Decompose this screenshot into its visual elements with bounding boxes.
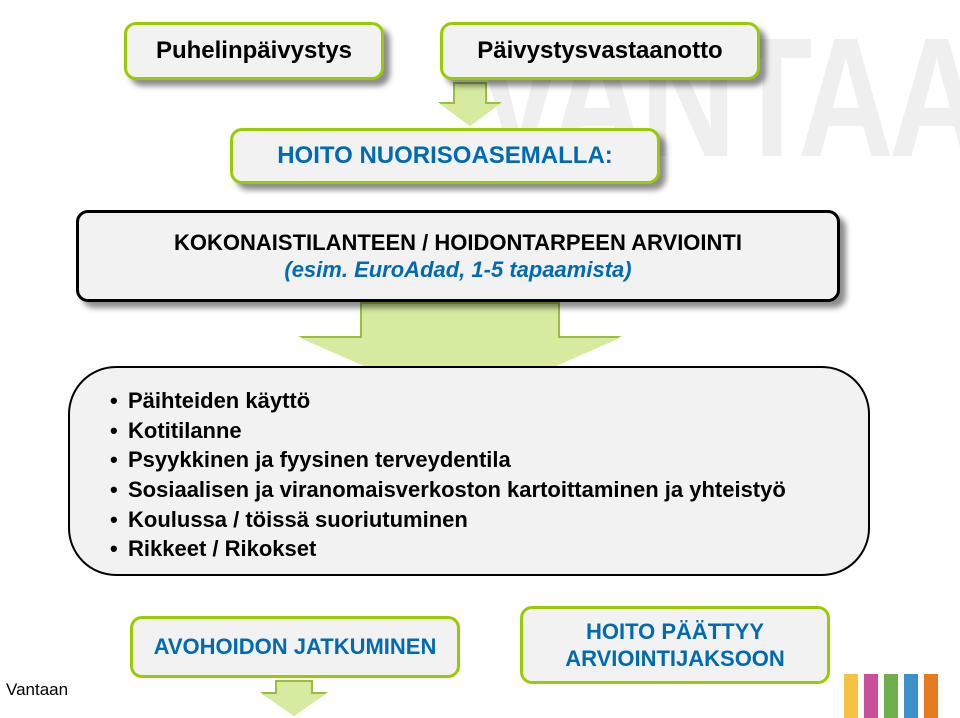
decorative-stripes	[844, 674, 938, 718]
box-hoito-nuorisoasemalla: HOITO NUORISOASEMALLA:	[230, 128, 660, 184]
bullet-item: Kotitilanne	[110, 416, 834, 446]
bullet-item: Sosiaalisen ja viranomaisverkoston karto…	[110, 475, 834, 505]
box-paivystysvastaanotto: Päivystysvastaanotto	[440, 22, 760, 80]
footer-text: Vantaan	[6, 680, 68, 700]
hoito-paattyy-line2: ARVIOINTIJAKSOON	[565, 645, 785, 673]
box-hoito-paattyy: HOITO PÄÄTTYY ARVIOINTIJAKSOON	[520, 606, 830, 684]
arrow-bottom-left	[262, 680, 326, 716]
arrow-top-to-mid	[440, 82, 500, 126]
slide-root: VANTAA Puhelinpäivystys Päivystysvastaan…	[0, 0, 960, 718]
box-assessment: KOKONAISTILANTEEN / HOIDONTARPEEN ARVIOI…	[76, 210, 840, 302]
box-hoito-paattyy-content: HOITO PÄÄTTYY ARVIOINTIJAKSOON	[551, 612, 799, 679]
bullet-item: Päihteiden käyttö	[110, 386, 834, 416]
box-avohoidon-jatkuminen: AVOHOIDON JATKUMINEN	[130, 616, 460, 678]
box-puhelinpaivystys: Puhelinpäivystys	[124, 22, 384, 80]
assessment-line1: KOKONAISTILANTEEN / HOIDONTARPEEN ARVIOI…	[174, 229, 742, 257]
box-hoito-nuorisoasemalla-label: HOITO NUORISOASEMALLA:	[263, 135, 627, 177]
bullet-item: Koulussa / töissä suoriutuminen	[110, 505, 834, 535]
assessment-line2: (esim. EuroAdad, 1-5 tapaamista)	[174, 256, 742, 284]
box-paivystysvastaanotto-label: Päivystysvastaanotto	[463, 30, 736, 72]
box-avohoidon-label: AVOHOIDON JATKUMINEN	[140, 627, 451, 667]
box-assessment-content: KOKONAISTILANTEEN / HOIDONTARPEEN ARVIOI…	[160, 223, 756, 290]
bullet-item: Psyykkinen ja fyysinen terveydentila	[110, 445, 834, 475]
bullet-list-box: Päihteiden käyttöKotitilannePsyykkinen j…	[68, 366, 870, 576]
bullet-item: Rikkeet / Rikokset	[110, 534, 834, 564]
box-puhelinpaivystys-label: Puhelinpäivystys	[142, 30, 366, 72]
bullet-list: Päihteiden käyttöKotitilannePsyykkinen j…	[110, 386, 834, 564]
hoito-paattyy-line1: HOITO PÄÄTTYY	[565, 618, 785, 646]
